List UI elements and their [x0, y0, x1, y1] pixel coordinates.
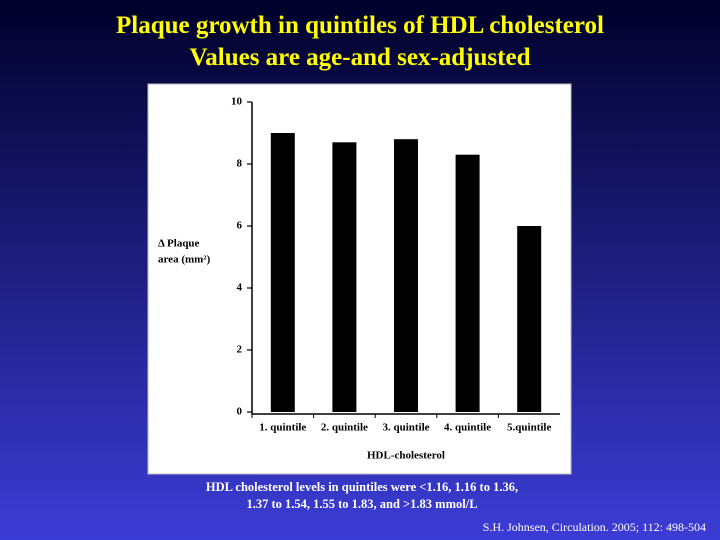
y-axis-label: area (mm²) — [158, 254, 211, 266]
y-tick-label: 6 — [237, 220, 243, 232]
x-tick-label: 2. quintile — [321, 422, 368, 434]
plot: 0 2 4 6 8 10 Δ Plaque area (mm²) HDL-cholesterol… — [158, 96, 560, 462]
x-tick-label: 3. quintile — [382, 422, 429, 434]
y-tick-label: 2 — [237, 344, 243, 356]
x-tick-label: 5.quintile — [507, 422, 551, 434]
caption: 1.37 to 1.54, 1.55 to 1.83, and >1.83 mm… — [246, 497, 477, 511]
x-tick-label: 1. quintile — [259, 422, 306, 434]
title: Plaque growth in quintiles of HDL choles… — [116, 12, 604, 39]
chart-panel — [147, 83, 572, 475]
y-tick-label: 8 — [237, 158, 243, 170]
y-tick-label: 10 — [231, 96, 243, 108]
y-axis-label: Δ Plaque — [158, 238, 200, 250]
x-tick-label: 4. quintile — [444, 422, 491, 434]
bar — [394, 139, 418, 412]
y-tick-label: 0 — [237, 406, 243, 418]
bar — [517, 226, 542, 412]
bar — [270, 133, 295, 412]
bar — [455, 154, 480, 412]
caption: HDL cholesterol levels in quintiles were… — [206, 480, 518, 494]
title: Values are age-and sex-adjusted — [190, 44, 531, 71]
y-tick-label: 4 — [237, 282, 243, 294]
citation: S.H. Johnsen, Circulation. 2005; 112: 49… — [483, 520, 706, 534]
bar — [332, 142, 357, 413]
x-axis-label: HDL-cholesterol — [367, 450, 445, 462]
